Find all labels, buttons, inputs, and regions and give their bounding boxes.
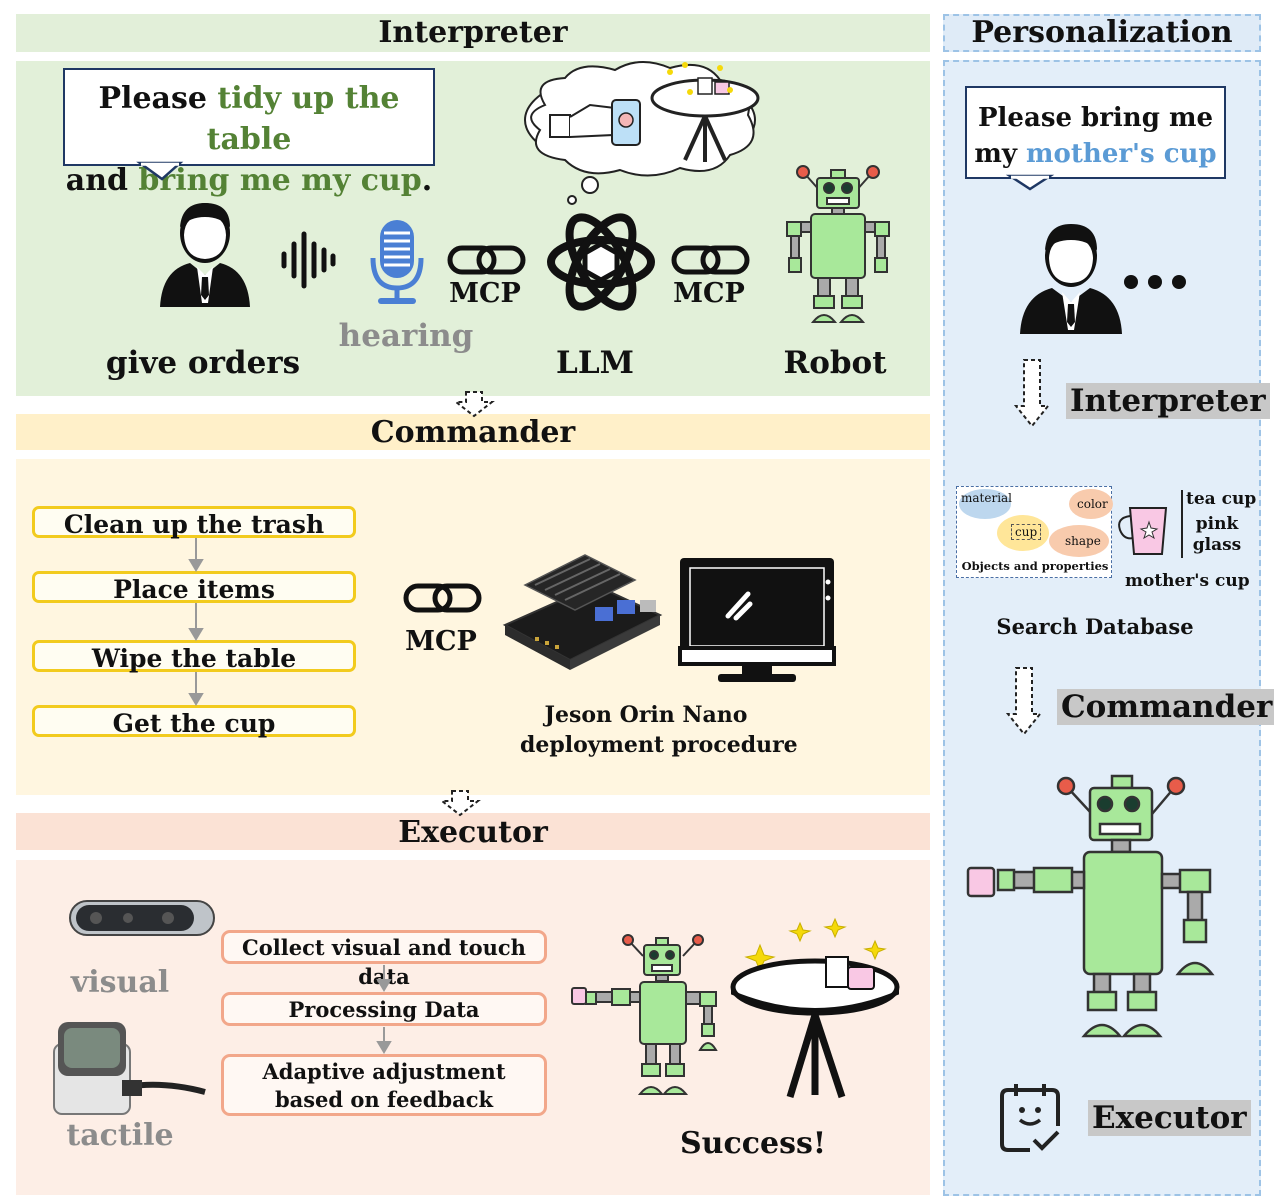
cup-label: cup bbox=[1011, 524, 1042, 540]
executor-title-band bbox=[16, 813, 930, 850]
down-arrow-icon bbox=[453, 391, 495, 418]
personal-bubble-highlight: mother's cup bbox=[1026, 139, 1217, 169]
label-mcp-2: MCP bbox=[673, 278, 745, 309]
color-label: color bbox=[1077, 497, 1108, 511]
person-icon bbox=[160, 203, 250, 307]
executor-step: Collect visual and touch data bbox=[221, 930, 547, 989]
step-connector-arrows bbox=[188, 538, 204, 706]
executor-step: Processing Data bbox=[221, 992, 547, 1026]
commander-step: Wipe the table bbox=[32, 640, 356, 673]
ellipsis-icon bbox=[1124, 275, 1186, 289]
commander-step: Place items bbox=[32, 571, 356, 604]
interpreter-title: Interpreter bbox=[378, 15, 568, 50]
sensor-label-visual: visual bbox=[70, 965, 170, 1000]
label-hearing: hearing bbox=[338, 318, 474, 354]
commander-mcp-label: MCP bbox=[405, 626, 477, 657]
down-arrow-icon bbox=[1005, 667, 1043, 736]
personalization-title: Personalization bbox=[971, 15, 1233, 50]
personal-commander-label: Commander bbox=[1057, 688, 1274, 726]
personal-executor-label: Executor bbox=[1088, 1099, 1251, 1137]
label-robot: Robot bbox=[783, 345, 887, 381]
personal-bubble-prefix: my bbox=[974, 139, 1027, 169]
personal-interpreter-text: Interpreter bbox=[1066, 383, 1270, 419]
jetson-board-icon bbox=[502, 554, 663, 670]
material-bubble bbox=[959, 489, 1011, 519]
commander-step: Clean up the trash bbox=[32, 506, 356, 539]
label-give-orders: give orders bbox=[105, 345, 301, 381]
thought-cloud-icon bbox=[524, 61, 760, 205]
property-tea-cup: tea cup bbox=[1186, 489, 1257, 509]
device-caption-line1: Jeson Orin Nano bbox=[544, 702, 748, 728]
robot-holding-pink-cup-icon bbox=[966, 774, 1215, 1038]
bubble-highlight-cup: bring me my cup bbox=[138, 163, 422, 198]
label-llm: LLM bbox=[556, 345, 634, 381]
color-bubble bbox=[1069, 489, 1113, 519]
shape-label: shape bbox=[1065, 534, 1101, 548]
commander-step: Get the cup bbox=[32, 705, 356, 738]
person-icon bbox=[1020, 224, 1122, 334]
bubble-highlight-tidy: tidy up the table bbox=[206, 81, 400, 157]
personal-executor-text: Executor bbox=[1088, 1100, 1251, 1136]
depth-camera-icon bbox=[69, 900, 215, 936]
executor-connector-arrows bbox=[376, 965, 392, 1054]
link-icon bbox=[403, 583, 482, 613]
bubble-tail bbox=[1005, 174, 1055, 191]
interpreter-title-band bbox=[16, 14, 930, 52]
bubble-mid: and bbox=[65, 163, 139, 198]
database-box: material color cup shape Objects and pro… bbox=[956, 486, 1113, 578]
link-icon bbox=[671, 245, 750, 275]
personalization-title-band bbox=[943, 14, 1261, 52]
monitor-icon bbox=[678, 558, 836, 682]
sound-wave-icon bbox=[281, 231, 336, 289]
commander-title: Commander bbox=[370, 415, 576, 450]
microphone-icon bbox=[370, 220, 424, 304]
database-caption: Objects and properties bbox=[961, 559, 1109, 573]
robot-icon bbox=[786, 165, 890, 323]
bubble-tail bbox=[136, 161, 184, 181]
personal-commander-text: Commander bbox=[1057, 689, 1274, 725]
executor-step: Adaptive adjustment based on feedback bbox=[221, 1054, 547, 1116]
label-mcp-1: MCP bbox=[449, 278, 521, 309]
robot-holding-cup-icon bbox=[571, 934, 718, 1095]
personal-speech-bubble: Please bring me my mother's cup bbox=[965, 86, 1226, 179]
property-divider bbox=[1181, 490, 1183, 558]
down-arrow-icon bbox=[439, 790, 481, 817]
down-arrow-icon bbox=[1013, 359, 1051, 428]
tidy-table-icon bbox=[730, 917, 900, 1099]
search-database-label: Search Database bbox=[996, 614, 1194, 639]
shape-bubble bbox=[1049, 525, 1109, 557]
property-pink: pink bbox=[1195, 514, 1239, 534]
bubble-prefix: Please bbox=[98, 81, 218, 116]
material-label: material bbox=[961, 491, 1013, 505]
tactile-sensor-icon bbox=[53, 1022, 206, 1115]
llm-logo-icon bbox=[547, 213, 655, 311]
pink-cup-icon bbox=[1118, 507, 1168, 555]
sensor-label-tactile: tactile bbox=[66, 1118, 174, 1153]
link-icon bbox=[447, 245, 526, 275]
executor-title: Executor bbox=[398, 815, 548, 850]
clipboard-check-icon bbox=[1000, 1084, 1060, 1152]
mothers-cup-label: mother's cup bbox=[1125, 571, 1250, 591]
personal-bubble-line1: Please bring me bbox=[978, 103, 1213, 133]
commander-title-band bbox=[16, 414, 930, 450]
success-label: Success! bbox=[680, 1126, 827, 1161]
property-glass: glass bbox=[1192, 535, 1242, 555]
device-caption-line2: deployment procedure bbox=[520, 732, 798, 758]
personal-interpreter-label: Interpreter bbox=[1066, 382, 1270, 420]
bubble-suffix: . bbox=[421, 163, 433, 198]
order-speech-bubble: Please tidy up the table and bring me my… bbox=[63, 68, 435, 198]
